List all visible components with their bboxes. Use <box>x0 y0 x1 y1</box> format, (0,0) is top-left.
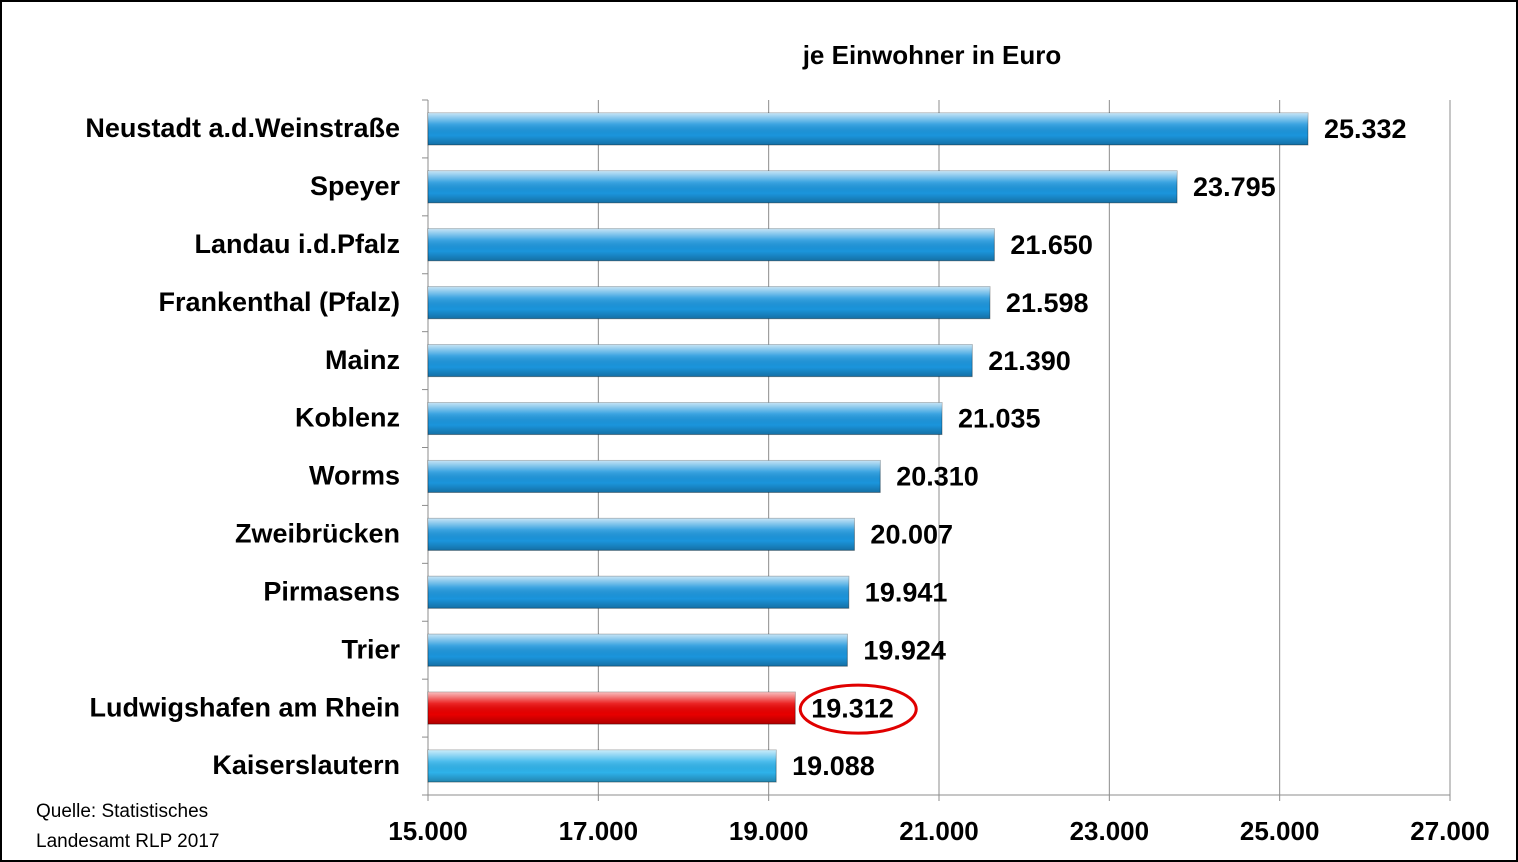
value-label: 20.310 <box>896 462 979 492</box>
bar-gloss <box>428 576 849 609</box>
source-note: Quelle: Statistisches <box>36 801 208 822</box>
bar-gloss <box>428 634 848 667</box>
bar-gloss <box>428 460 881 493</box>
y-tick-label: Trier <box>341 634 400 664</box>
value-label: 25.332 <box>1324 114 1407 144</box>
y-tick-label: Ludwigshafen am Rhein <box>89 692 400 722</box>
value-label: 19.941 <box>865 577 948 607</box>
y-tick-label: Landau i.d.Pfalz <box>194 229 400 259</box>
bar-gloss <box>428 112 1308 145</box>
bar-gloss <box>428 750 777 783</box>
bar-gloss <box>428 286 990 319</box>
source-note: Landesamt RLP 2017 <box>36 831 219 852</box>
bar-gloss <box>428 692 796 725</box>
y-tick-label: Pirmasens <box>263 576 400 606</box>
x-tick-label: 19.000 <box>729 816 809 846</box>
x-tick-label: 17.000 <box>559 816 639 846</box>
value-label: 23.795 <box>1193 172 1276 202</box>
y-tick-label: Worms <box>309 461 400 491</box>
bar-gloss <box>428 518 855 551</box>
bar-gloss <box>428 402 942 435</box>
highlight-ring <box>798 683 918 735</box>
value-label: 19.088 <box>792 751 875 781</box>
x-tick-label: 25.000 <box>1240 816 1320 846</box>
value-label: 21.598 <box>1006 288 1089 318</box>
x-tick-label: 15.000 <box>388 816 468 846</box>
bar-gloss <box>428 344 973 377</box>
value-label: 19.924 <box>863 635 946 665</box>
y-tick-label: Speyer <box>310 171 401 201</box>
value-label: 21.035 <box>958 404 1041 434</box>
y-tick-label: Koblenz <box>295 403 400 433</box>
value-label: 21.650 <box>1010 230 1093 260</box>
bar-gloss <box>428 228 995 261</box>
value-label: 21.390 <box>988 346 1071 376</box>
y-tick-label: Frankenthal (Pfalz) <box>158 287 400 317</box>
x-tick-label: 21.000 <box>899 816 979 846</box>
chart-title: je Einwohner in Euro <box>802 40 1062 70</box>
x-tick-label: 27.000 <box>1410 816 1490 846</box>
y-tick-label: Neustadt a.d.Weinstraße <box>85 113 400 143</box>
value-label: 19.312 <box>811 693 894 723</box>
y-tick-label: Kaiserslautern <box>212 750 400 780</box>
y-tick-label: Zweibrücken <box>235 519 400 549</box>
x-tick-label: 23.000 <box>1070 816 1150 846</box>
value-label: 20.007 <box>870 520 953 550</box>
bar-gloss <box>428 170 1178 203</box>
y-tick-label: Mainz <box>325 345 400 375</box>
